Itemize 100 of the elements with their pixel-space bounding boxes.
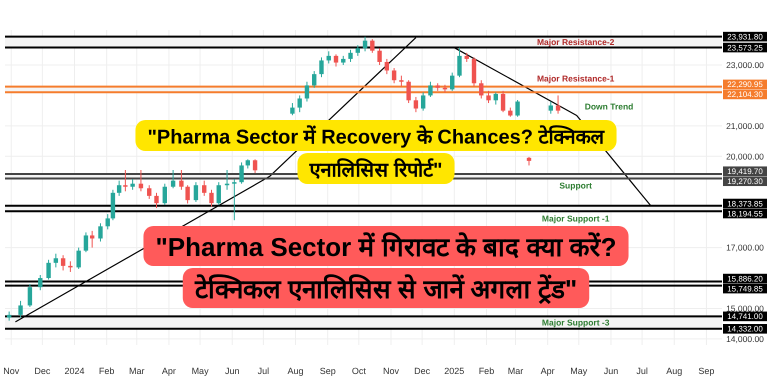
candlestick [130,178,135,190]
x-tick-label: Jul [258,366,270,376]
candlestick [457,47,462,78]
candlestick [399,75,404,87]
y-tick-label: 14,000.00 [726,334,764,344]
text: "Pharma Sector में गिरावट के बाद क्या करें? टेक्निकल एनालिसिस से जानें अगला ट्रेंड" [155,232,617,304]
x-tick-label: Oct [352,366,366,376]
candlestick [406,80,411,104]
candlestick [18,300,23,318]
x-tick-label: Dec [414,366,431,376]
candlestick [232,178,237,221]
x-tick-label: Jun [604,366,618,376]
candlestick [348,49,353,62]
candlestick [68,260,73,272]
candlestick [170,170,176,189]
candlestick [556,94,560,114]
candlestick [370,38,375,54]
text: "Pharma Sector में Recovery के Chances? टेक्निकल एनालिसिस रिपोर्ट" [147,124,606,182]
candlestick [420,92,426,112]
candlestick [38,274,42,291]
x-tick-label: Dec [34,366,51,376]
candlestick [116,180,122,196]
ref-line-label: 19,419.70 [727,167,764,176]
candlestick [90,230,94,248]
y-tick-label: 17,000.00 [726,242,764,253]
ref-line-label: 14,741.00 [727,312,764,322]
candlestick [392,68,396,84]
candlestick [450,72,454,92]
candlestick [147,184,152,200]
candlestick [312,70,316,88]
candlestick [162,183,167,206]
y-tick-label: 23,000.00 [726,60,764,70]
candlestick [362,36,368,52]
candlestick [84,232,88,253]
x-tick-label: Jul [636,366,648,376]
y-tick-label: 20,000.00 [726,151,764,162]
ref-line-label: 15,749.85 [727,284,764,294]
candlestick [28,284,32,308]
candlestick [326,50,331,64]
candlestick [202,180,206,196]
candlestick [341,55,346,66]
candlestick [486,90,491,104]
candlestick [304,81,310,102]
candlestick [179,170,184,190]
ref-line-label: 22,104.30 [727,90,764,100]
ref-line-label: 19,270.30 [727,177,764,186]
candlestick [194,182,198,202]
y-tick-label: 21,000.00 [726,120,764,131]
x-tick-label: Aug [666,366,682,376]
x-tick-label: Jun [224,366,240,376]
candlestick [515,100,520,118]
candlestick [377,48,382,66]
ref-line-label: 18,373.85 [727,199,764,208]
candlestick [479,80,484,99]
candlestick [46,259,51,280]
x-tick-label: May [192,366,210,376]
x-tick-label: Apr [540,366,555,376]
x-tick-label: 2025 [444,366,464,376]
candlestick [185,184,190,204]
x-tick-label: Sep [320,366,336,376]
x-tick-label: Nov [3,366,20,376]
ref-line-label: 15,886.20 [727,274,764,284]
candlestick [224,170,230,190]
candlestick [6,311,12,322]
candlestick [319,56,324,78]
candlestick [464,52,469,62]
x-tick-label: Apr [162,366,176,376]
x-tick-label: Nov [382,366,400,376]
candlestick [508,107,513,118]
candlestick [216,182,221,206]
candlestick [239,162,244,184]
candlestick [297,94,302,113]
candlestick [252,158,258,174]
band-label: Support [559,180,592,191]
candlestick [290,102,295,116]
x-tick-label: Mar [508,366,524,376]
candlestick [548,101,553,114]
candlestick [123,170,128,192]
x-tick-label: Mar [129,366,145,376]
candlestick [428,81,433,98]
band-label: Major Resistance-1 [536,74,615,84]
band-label: Major Support -3 [542,318,610,328]
candlestick [138,170,144,192]
x-tick-label: May [570,366,588,376]
ref-line-label: 23,931.80 [727,32,764,42]
ref-line-label: 18,194.55 [727,209,764,218]
x-tick-label: Feb [478,366,494,376]
y-tick-label: 15,000.00 [726,303,764,314]
x-tick-label: Aug [288,366,304,376]
candlestick [54,253,58,268]
candlestick [494,92,498,106]
x-tick-label: Feb [98,366,114,376]
candlestick [246,158,250,169]
band-label: Major Resistance-2 [536,37,615,48]
candlestick [384,58,390,75]
candlestick [356,44,360,56]
candlestick [60,254,66,271]
candlestick [106,214,110,230]
ref-line-label: 14,332.00 [727,324,764,334]
candlestick [76,247,81,270]
